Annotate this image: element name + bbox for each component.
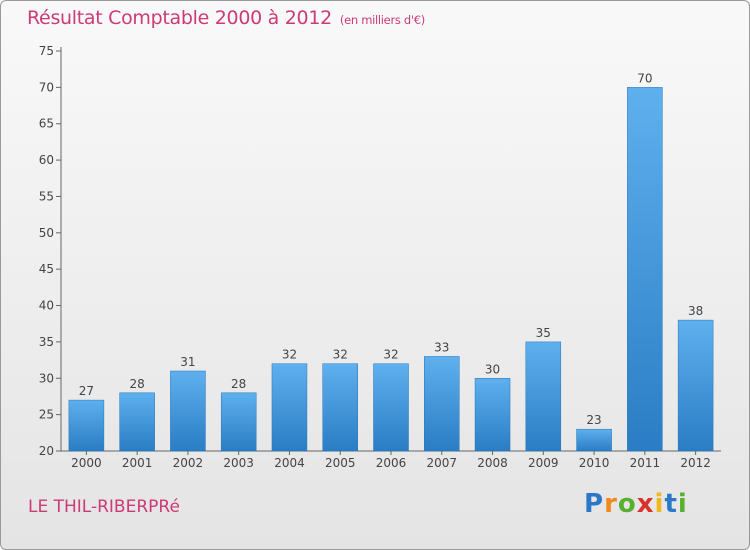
logo-letter: P (584, 489, 605, 519)
y-tick-label: 75 (39, 44, 54, 58)
chart-subtitle: (en milliers d'€) (339, 13, 425, 27)
bar (373, 363, 409, 452)
x-tick-label: 2007 (426, 456, 457, 470)
bar (424, 356, 460, 452)
logo-letter: x (636, 489, 655, 519)
x-tick-label: 2004 (274, 456, 305, 470)
proxiti-logo[interactable]: Proxiti (584, 489, 688, 519)
bar (119, 392, 155, 452)
bar (627, 87, 663, 452)
x-tick-label: 2002 (173, 456, 204, 470)
bar-value-label: 32 (383, 348, 398, 362)
y-tick-label: 25 (39, 408, 54, 422)
logo-letter: o (617, 489, 637, 519)
x-tick-label: 2009 (528, 456, 559, 470)
bar (322, 363, 358, 452)
bar (220, 392, 257, 452)
logo-letter: r (604, 489, 618, 519)
chart-title-text: Résultat Comptable 2000 à 2012 (27, 7, 332, 29)
bar (525, 341, 562, 452)
y-tick-label: 50 (39, 226, 54, 240)
bar-value-label: 35 (536, 326, 551, 340)
y-tick-label: 45 (39, 262, 54, 276)
commune-name: LE THIL-RIBERPRé (28, 497, 180, 517)
bar-value-label: 30 (485, 362, 500, 376)
y-tick-label: 40 (39, 299, 54, 313)
x-tick-label: 2010 (579, 456, 610, 470)
bar-value-label: 32 (333, 348, 348, 362)
logo-letter: t (664, 489, 678, 519)
y-tick-label: 65 (39, 117, 54, 131)
bar (68, 399, 105, 452)
logo-letter: i (677, 489, 688, 519)
bar (170, 370, 206, 452)
y-tick-label: 60 (39, 153, 54, 167)
x-tick-label: 2012 (680, 456, 711, 470)
y-tick-label: 70 (39, 80, 54, 94)
bar-value-label: 70 (637, 71, 652, 85)
bar-value-label: 28 (130, 377, 145, 391)
bar (474, 378, 511, 452)
y-tick-label: 20 (39, 444, 54, 458)
bar-value-label: 31 (180, 355, 195, 369)
bar-value-label: 32 (282, 348, 297, 362)
y-tick-label: 30 (39, 371, 54, 385)
bar (271, 363, 308, 452)
x-tick-label: 2000 (71, 456, 102, 470)
y-tick-label: 55 (39, 189, 54, 203)
x-tick-label: 2011 (630, 456, 661, 470)
chart-title: Résultat Comptable 2000 à 2012 (en millie… (27, 7, 425, 29)
bar-value-label: 38 (688, 304, 703, 318)
x-tick-label: 2008 (477, 456, 508, 470)
bar-value-label: 23 (586, 413, 601, 427)
bar (677, 319, 714, 452)
x-tick-label: 2005 (325, 456, 356, 470)
bar-value-label: 27 (79, 384, 94, 398)
x-tick-label: 2001 (122, 456, 153, 470)
bar-value-label: 28 (231, 377, 246, 391)
logo-letter: i (654, 489, 665, 519)
bar (576, 428, 612, 452)
bar-value-label: 33 (434, 340, 449, 354)
y-tick-label: 35 (39, 335, 54, 349)
x-tick-label: 2003 (223, 456, 254, 470)
x-tick-label: 2006 (376, 456, 407, 470)
